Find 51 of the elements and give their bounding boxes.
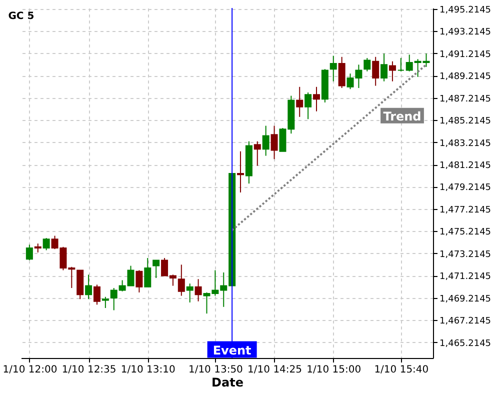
y-tick-label: 1,483.2145 [440,138,492,149]
candlestick [102,296,109,308]
y-tick-label: 1,471.2145 [440,272,492,282]
y-tick-label: 1,469.2145 [440,294,492,304]
x-tick-label: 1/10 15:00 [306,364,362,376]
candlestick [380,53,388,82]
x-tick-label: 1/10 15:40 [374,364,429,376]
candlestick [93,284,100,306]
candlestick [42,238,50,251]
y-tick-label: 1,465.2145 [440,338,492,349]
candlestick [194,278,202,302]
candlestick [364,58,371,72]
y-tick-label: 1,473.2145 [440,250,492,260]
candlestick [312,86,320,112]
x-tick-label: 1/10 12:00 [2,364,58,376]
candlestick [397,58,404,72]
x-tick-label: 1/10 13:10 [120,364,176,376]
x-tick-label: 1/10 13:50 [188,364,243,376]
y-tick-label: 1,491.2145 [440,50,492,60]
candlestick [186,283,194,303]
candlestick [26,244,33,261]
candlestick [304,92,312,120]
x-tick-label: 1/10 14:25 [248,364,302,376]
candlestick [372,56,380,86]
y-tick-label: 1,493.2145 [440,28,492,38]
y-tick-label: 1,489.2145 [440,72,492,82]
y-tick-label: 1,481.2145 [440,161,492,172]
y-tick-label: 1,495.2145 [440,5,492,16]
candlestick [296,86,304,118]
y-tick-label: 1,485.2145 [440,116,492,127]
candlestick [85,274,92,300]
candlestick [136,270,143,293]
y-tick-label: 1,477.2145 [440,205,492,216]
y-tick-label: 1,479.2145 [440,183,492,194]
candlestick [388,60,396,82]
candlestick [330,55,337,82]
candlestick [178,264,185,296]
x-axis-title: Date [212,376,244,390]
y-tick-label: 1,487.2145 [440,94,492,104]
candlestick [144,258,152,288]
candlestick [254,140,261,166]
ref-line-label: Event [212,344,252,358]
candlestick [270,125,278,160]
candlestick [237,150,244,193]
y-tick-label: 1,475.2145 [440,228,492,238]
chart-title: GC 5 [8,10,34,22]
candlestick [152,260,160,278]
candlestick [338,56,346,88]
y-tick-label: 1,467.2145 [440,316,492,327]
candlestick [262,125,270,156]
x-tick-label: 1/10 12:35 [62,364,116,376]
